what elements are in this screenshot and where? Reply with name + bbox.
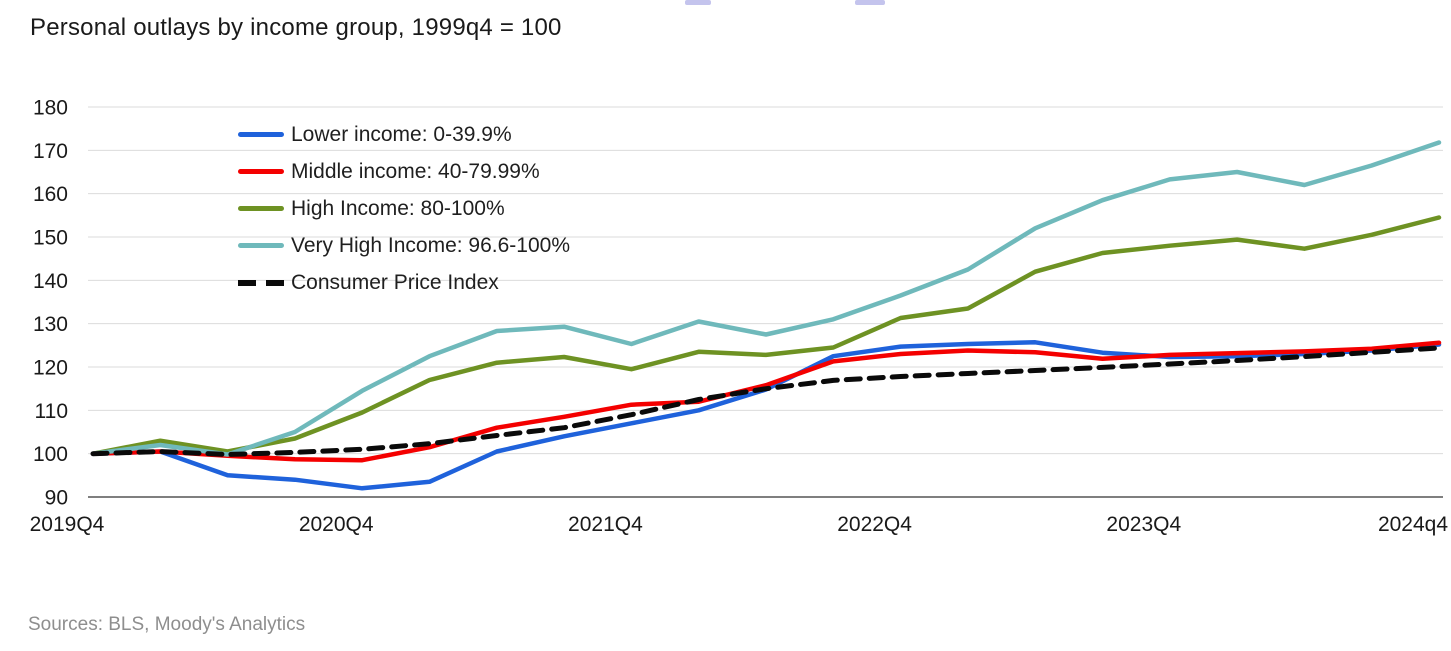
legend-label: Lower income: 0-39.9%	[291, 122, 512, 146]
x-axis-label: 2020Q4	[299, 513, 374, 536]
y-axis-label: 140	[33, 270, 68, 293]
legend-item-high-income: High Income: 80-100%	[238, 190, 570, 227]
y-axis-label: 180	[33, 97, 68, 120]
y-axis-label: 90	[45, 487, 68, 510]
x-axis-label: 2023Q4	[1106, 513, 1181, 536]
legend-item-very-high-income: Very High Income: 96.6-100%	[238, 227, 570, 264]
legend-item-consumer-price-index: Consumer Price Index	[238, 264, 570, 301]
x-axis-label: 2021Q4	[568, 513, 643, 536]
legend-swatch-lower-income	[238, 132, 284, 137]
legend: Lower income: 0-39.9% Middle income: 40-7…	[238, 116, 570, 301]
legend-label: Consumer Price Index	[291, 270, 499, 294]
x-axis-label: 2022Q4	[837, 513, 912, 536]
y-axis-label: 130	[33, 313, 68, 336]
legend-label: Very High Income: 96.6-100%	[291, 233, 570, 257]
legend-item-lower-income: Lower income: 0-39.9%	[238, 116, 570, 153]
legend-swatch-very-high-income	[238, 243, 284, 248]
y-axis-label: 160	[33, 183, 68, 206]
y-axis-label: 120	[33, 357, 68, 380]
y-axis-label: 150	[33, 227, 68, 250]
series-line-consumer-price-index	[90, 345, 1442, 457]
x-axis-label: 2024q4	[1378, 513, 1448, 536]
series-line-high-income	[90, 215, 1442, 456]
x-axis-label: 2019Q4	[30, 513, 105, 536]
legend-item-middle-income: Middle income: 40-79.99%	[238, 153, 570, 190]
legend-label: High Income: 80-100%	[291, 196, 505, 220]
legend-swatch-consumer-price-index	[238, 279, 284, 286]
legend-label: Middle income: 40-79.99%	[291, 159, 540, 183]
legend-swatch-high-income	[238, 206, 284, 211]
cropped-title-fragment	[855, 0, 885, 5]
legend-swatch-middle-income	[238, 169, 284, 174]
series-line-very-high-income	[90, 140, 1442, 457]
series-line-lower-income	[90, 340, 1442, 491]
sources-note: Sources: BLS, Moody's Analytics	[28, 614, 306, 635]
chart-subtitle: Personal outlays by income group, 1999q4…	[30, 14, 562, 41]
y-axis-label: 100	[33, 443, 68, 466]
cropped-title-fragment	[685, 0, 711, 5]
y-axis-label: 110	[35, 400, 68, 423]
series-line-middle-income	[90, 340, 1442, 463]
y-axis-label: 170	[33, 140, 68, 163]
